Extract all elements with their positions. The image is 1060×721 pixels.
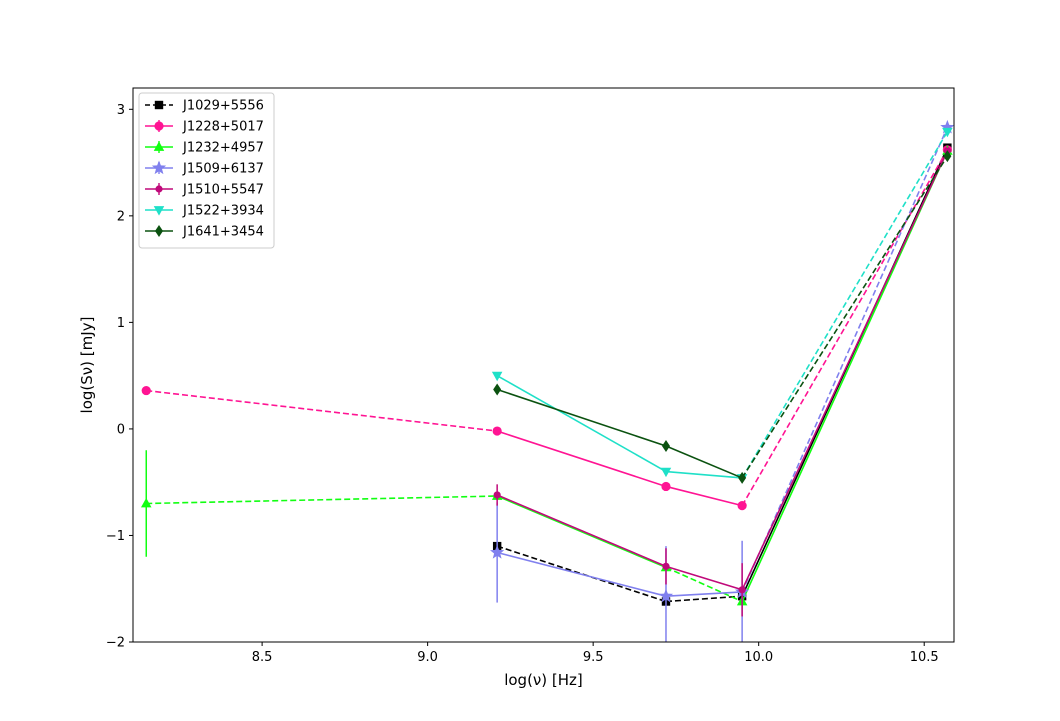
y-axis-label: log(Sν) [mJy]	[78, 317, 96, 414]
series-line-segment	[665, 595, 743, 603]
data-point	[738, 586, 746, 594]
legend-marker	[153, 141, 165, 151]
plot-area	[140, 119, 954, 642]
series-line-segment	[665, 445, 743, 479]
series-line-segment	[496, 495, 667, 569]
y-tick-label: −2	[106, 636, 125, 651]
data-point	[141, 385, 151, 396]
data-point	[942, 127, 953, 138]
x-tick-label: 9.0	[417, 650, 438, 665]
series-line-segment	[496, 430, 667, 488]
series-line-segment	[496, 374, 667, 473]
legend-marker	[154, 121, 164, 131]
legend-marker	[155, 225, 163, 237]
data-point	[140, 497, 152, 508]
data-point	[737, 501, 747, 511]
legend-item: J1641+3454	[145, 225, 264, 240]
y-tick-label: 3	[117, 103, 125, 118]
data-layer	[140, 119, 954, 642]
x-tick-label: 10.5	[910, 650, 939, 665]
data-point	[738, 471, 747, 484]
legend-label: J1641+3454	[182, 225, 264, 240]
legend-item: J1029+5556	[145, 99, 264, 114]
series-line-segment	[741, 131, 949, 479]
data-point	[943, 150, 952, 163]
y-tick-label: 1	[117, 316, 125, 331]
series-line-segment	[496, 388, 667, 447]
series-line-segment	[146, 495, 498, 505]
data-point	[490, 545, 505, 559]
series-line-segment	[741, 127, 949, 593]
legend-label: J1228+5017	[182, 120, 264, 135]
series-line-segment	[741, 155, 949, 479]
y-tick-label: 2	[117, 209, 125, 224]
series-line-segment	[665, 485, 743, 507]
x-axis-label: log(ν) [Hz]	[504, 671, 583, 689]
legend-label: J1510+5547	[182, 183, 264, 198]
data-point	[661, 439, 670, 452]
legend-marker	[151, 160, 167, 175]
legend-item: J1232+4957	[145, 141, 264, 156]
series-line-segment	[665, 566, 743, 603]
data-point	[660, 467, 672, 478]
legend-item: J1509+6137	[145, 160, 264, 177]
series-line-segment	[665, 565, 743, 591]
series-J1510+5547	[493, 147, 951, 617]
series-line-segment	[496, 494, 667, 568]
legend-label: J1522+3934	[182, 204, 264, 219]
legend: J1029+5556 J1228+5017 J1232+4957 J1509+6137…	[138, 92, 275, 249]
legend-item: J1228+5017	[145, 120, 264, 135]
legend-label: J1232+4957	[182, 141, 264, 156]
data-point	[662, 562, 670, 570]
legend-marker	[154, 100, 164, 110]
legend-item: J1522+3934	[145, 204, 264, 219]
data-point	[493, 383, 502, 396]
series-line-segment	[741, 150, 949, 591]
legend-marker	[155, 185, 163, 193]
series-line-segment	[741, 150, 949, 602]
series-line-segment	[496, 545, 667, 603]
data-point	[658, 588, 674, 603]
data-point	[493, 491, 501, 499]
data-point	[661, 481, 671, 492]
legend-label: J1509+6137	[182, 162, 264, 177]
x-tick-label: 9.5	[583, 650, 604, 665]
series-line-segment	[665, 591, 743, 597]
axes: log(ν) [Hz] log(Sν) [mJy] 8.5 9.0 9.5 10.0 1…	[78, 87, 955, 689]
y-tick-label: 0	[117, 422, 125, 437]
legend-marker	[153, 206, 165, 216]
data-point	[492, 426, 502, 436]
y-tick-label: −1	[106, 529, 125, 544]
series-line-segment	[496, 551, 667, 597]
x-tick-label: 10.0	[744, 650, 773, 665]
plot-frame	[132, 87, 955, 643]
series-J1641+3454	[493, 150, 952, 484]
data-point	[491, 371, 503, 382]
series-line-segment	[665, 470, 743, 479]
legend-item: J1510+5547	[145, 183, 264, 198]
series-line-segment	[146, 389, 498, 432]
x-tick-label: 8.5	[252, 650, 273, 665]
legend-label: J1029+5556	[182, 99, 264, 114]
